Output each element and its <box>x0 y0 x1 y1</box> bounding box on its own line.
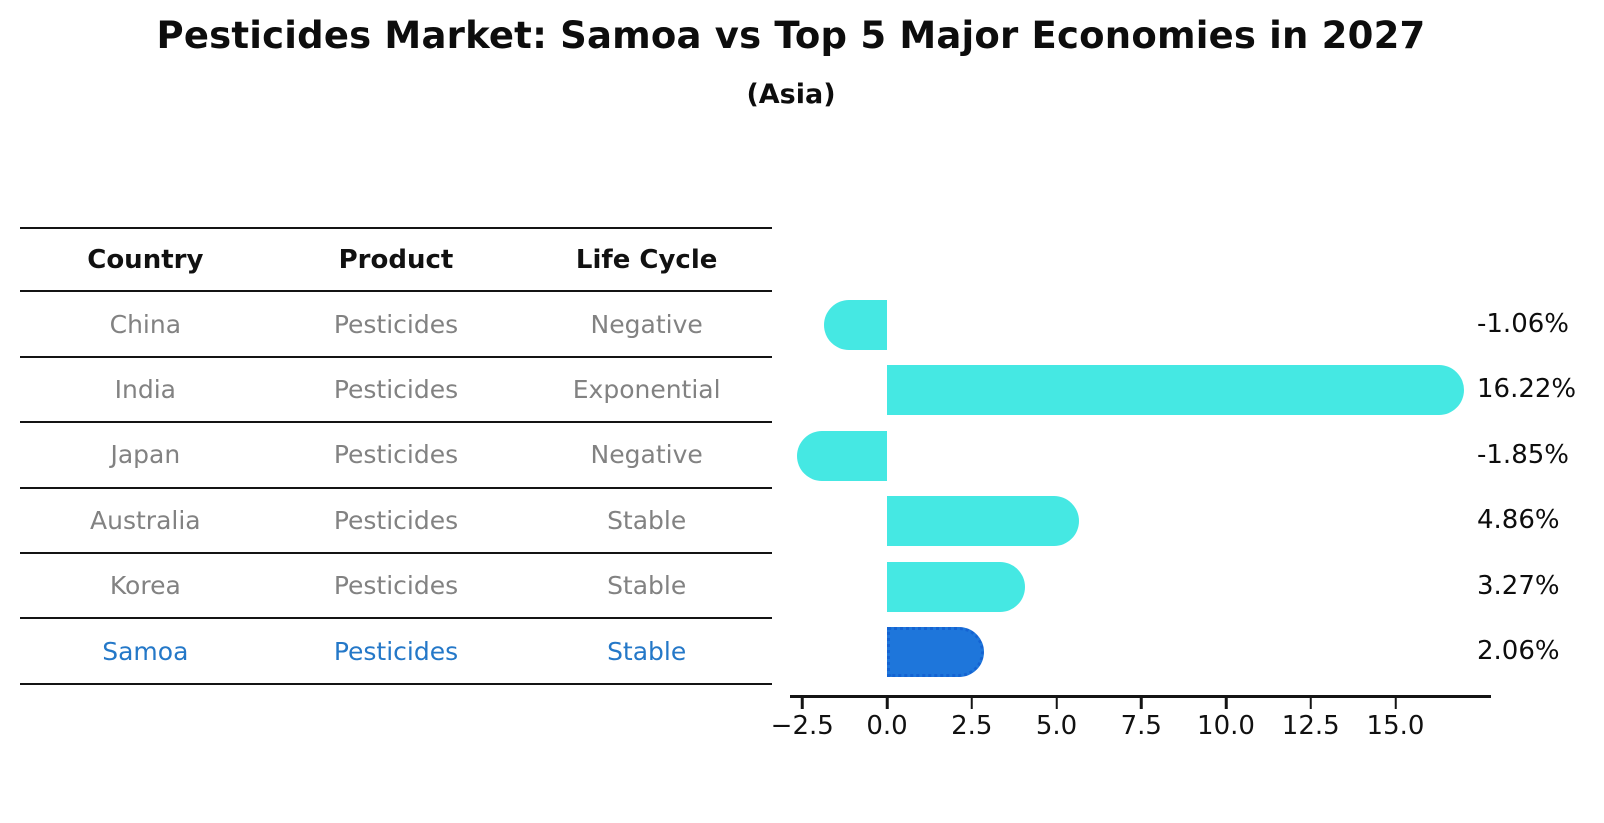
country-table-header: Country Product Life Cycle <box>20 226 772 293</box>
cell-product: Pesticides <box>270 552 522 620</box>
cell-country: China <box>20 291 271 358</box>
cell-life-cycle: Stable <box>521 618 772 685</box>
x-axis-tick-label: 15.0 <box>1366 711 1425 741</box>
cell-country: Korea <box>20 552 271 620</box>
chart-subtitle: (Asia) <box>746 79 836 110</box>
x-axis-tick <box>1140 697 1143 709</box>
col-header-product: Product <box>270 226 522 293</box>
value-label-australia: 4.86% <box>1477 505 1560 536</box>
cell-country: Samoa <box>20 618 271 685</box>
table-row: India Pesticides Exponential <box>20 356 772 424</box>
x-axis-tick <box>885 697 889 709</box>
value-label-korea: 3.27% <box>1477 570 1560 601</box>
cell-life-cycle: Stable <box>521 487 772 554</box>
cell-life-cycle: Exponential <box>521 356 772 424</box>
cell-product: Pesticides <box>270 487 522 554</box>
bar-australia <box>887 496 1079 547</box>
value-label-india: 16.22% <box>1477 374 1577 405</box>
x-axis-tick <box>1055 697 1058 709</box>
table-row: China Pesticides Negative <box>20 291 772 358</box>
table-row: Korea Pesticides Stable <box>20 552 772 620</box>
bar-korea <box>887 561 1025 612</box>
cell-life-cycle: Negative <box>521 291 772 358</box>
header-row: Country Product Life Cycle <box>20 226 772 293</box>
col-header-life-cycle: Life Cycle <box>521 226 772 293</box>
x-axis-tick-label: 10.0 <box>1197 711 1255 741</box>
x-axis-tick-label: 7.5 <box>1120 711 1162 741</box>
x-axis-line <box>790 695 1491 698</box>
cell-country: Japan <box>20 422 271 489</box>
x-axis-tick <box>1309 697 1312 709</box>
value-label-china: -1.06% <box>1477 309 1569 340</box>
table-row: Japan Pesticides Negative <box>20 422 772 489</box>
x-axis-tick-label: −2.5 <box>770 711 834 741</box>
x-axis-tick <box>1394 697 1397 709</box>
bar-japan <box>797 430 887 481</box>
bar-china <box>824 300 887 350</box>
x-axis-tick <box>970 697 973 709</box>
table-row: Samoa Pesticides Stable <box>20 618 772 685</box>
cell-life-cycle: Negative <box>521 422 772 489</box>
col-header-country: Country <box>20 226 271 293</box>
bar-samoa <box>887 627 984 677</box>
x-axis-tick <box>1224 697 1228 709</box>
value-label-japan: -1.85% <box>1477 439 1569 470</box>
x-axis-tick <box>801 697 804 709</box>
cell-product: Pesticides <box>270 618 522 685</box>
x-axis-tick-label: 12.5 <box>1281 711 1340 741</box>
cell-product: Pesticides <box>270 356 522 424</box>
cell-life-cycle: Stable <box>521 552 772 620</box>
cell-country: India <box>20 356 271 424</box>
cell-product: Pesticides <box>270 291 522 358</box>
bar-india <box>887 365 1464 416</box>
x-axis-tick-label: 2.5 <box>951 711 993 741</box>
x-axis-tick-label: 5.0 <box>1035 711 1078 741</box>
chart-title: Pesticides Market: Samoa vs Top 5 Major … <box>156 14 1426 57</box>
table-row: Australia Pesticides Stable <box>20 487 772 554</box>
cell-country: Australia <box>20 487 271 554</box>
cell-product: Pesticides <box>270 422 522 489</box>
value-label-samoa: 2.06% <box>1477 636 1560 667</box>
x-axis-tick-label: 0.0 <box>866 711 908 741</box>
country-table: Country Product Life Cycle China Pestici… <box>20 226 772 685</box>
